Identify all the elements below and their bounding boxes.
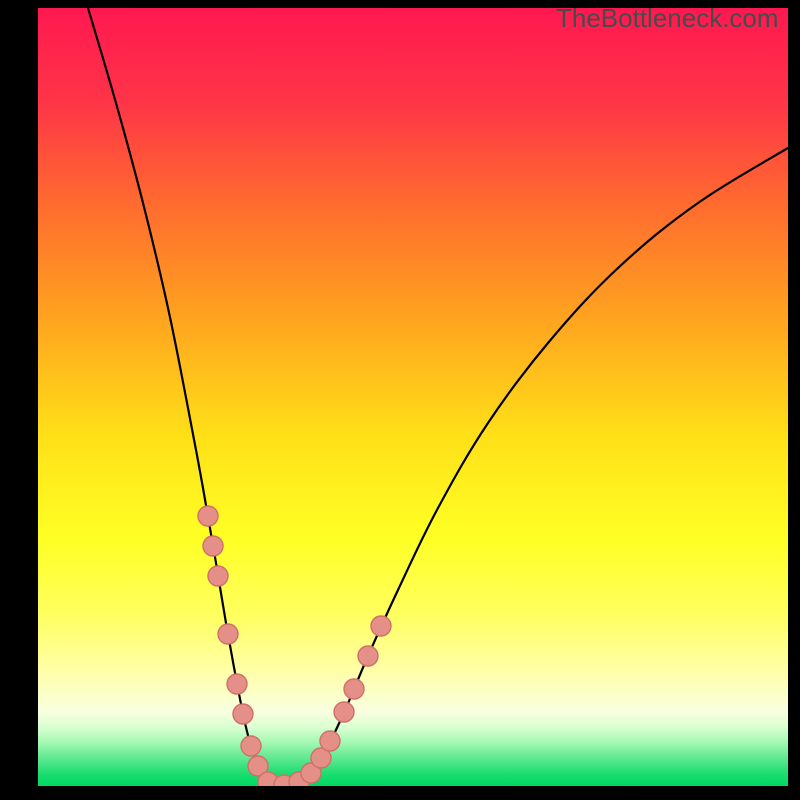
- data-marker: [344, 679, 364, 699]
- data-marker: [218, 624, 238, 644]
- data-marker: [208, 566, 228, 586]
- data-marker: [241, 736, 261, 756]
- chart-svg: [38, 8, 788, 786]
- data-marker: [320, 731, 340, 751]
- watermark-text: TheBottleneck.com: [556, 3, 779, 34]
- data-marker: [358, 646, 378, 666]
- bottleneck-curve: [88, 8, 788, 786]
- data-marker: [233, 704, 253, 724]
- data-marker: [198, 506, 218, 526]
- data-marker: [203, 536, 223, 556]
- marker-group: [198, 506, 391, 786]
- data-marker: [227, 674, 247, 694]
- plot-area: [38, 8, 788, 786]
- data-marker: [334, 702, 354, 722]
- data-marker: [371, 616, 391, 636]
